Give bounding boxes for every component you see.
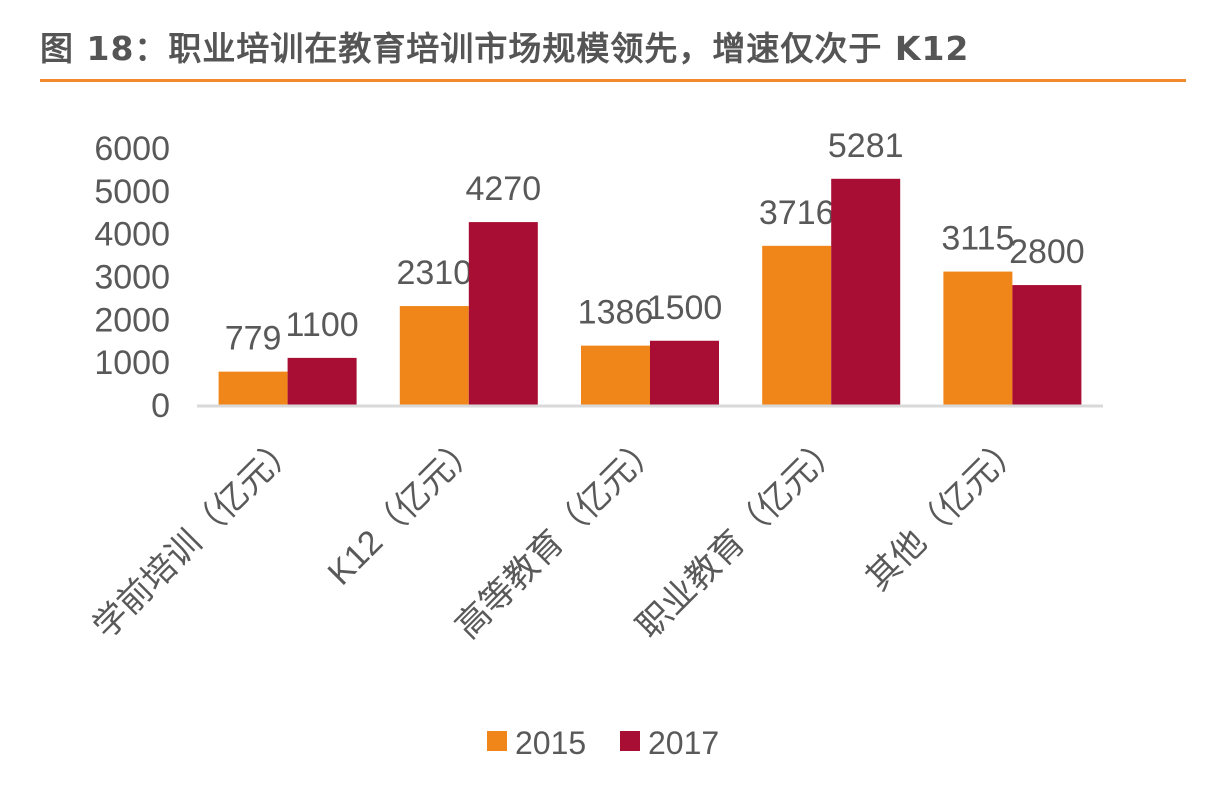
- data-label: 2310: [396, 254, 472, 292]
- y-tick-label: 3000: [94, 259, 170, 297]
- y-tick-label: 6000: [94, 130, 170, 168]
- y-tick-label: 1000: [94, 344, 170, 382]
- bar-2015: [943, 271, 1013, 405]
- bar-2015: [218, 371, 288, 405]
- y-tick-label: 0: [151, 387, 170, 425]
- bar-2017: [468, 222, 538, 405]
- title-underline: [40, 79, 1186, 82]
- y-tick-label: 2000: [94, 301, 170, 339]
- data-label: 3716: [759, 194, 835, 232]
- data-label: 779: [225, 320, 282, 358]
- legend-swatch-2015: [487, 731, 507, 751]
- data-label: 1386: [578, 294, 654, 332]
- category-label: 学前培训（亿元）: [86, 427, 305, 646]
- data-label: 2800: [1009, 233, 1085, 271]
- figure-title: 图 18：职业培训在教育培训市场规模领先，增速仅次于 K12: [40, 29, 970, 68]
- data-label: 3115: [941, 220, 1014, 258]
- bar-2017: [1012, 285, 1082, 405]
- bar-2015: [399, 306, 469, 405]
- y-tick-label: 5000: [94, 173, 170, 211]
- bar-2017: [287, 357, 357, 405]
- legend-label: 2015: [515, 725, 586, 761]
- y-tick-label: 4000: [94, 216, 170, 254]
- bar-2015: [581, 345, 650, 405]
- category-label: 其他（亿元）: [859, 427, 1030, 598]
- bar-2015: [762, 245, 832, 405]
- data-label: 1100: [286, 306, 359, 344]
- data-label: 4270: [465, 170, 541, 208]
- data-label: 1500: [647, 289, 723, 327]
- legend-label: 2017: [648, 725, 719, 761]
- category-label: K12（亿元）: [321, 427, 487, 593]
- category-label: 职业教育（亿元）: [630, 427, 849, 646]
- legend-swatch-2017: [620, 731, 640, 751]
- bar-2017: [831, 178, 901, 405]
- data-label: 5281: [828, 127, 904, 165]
- bar-2017: [650, 340, 719, 405]
